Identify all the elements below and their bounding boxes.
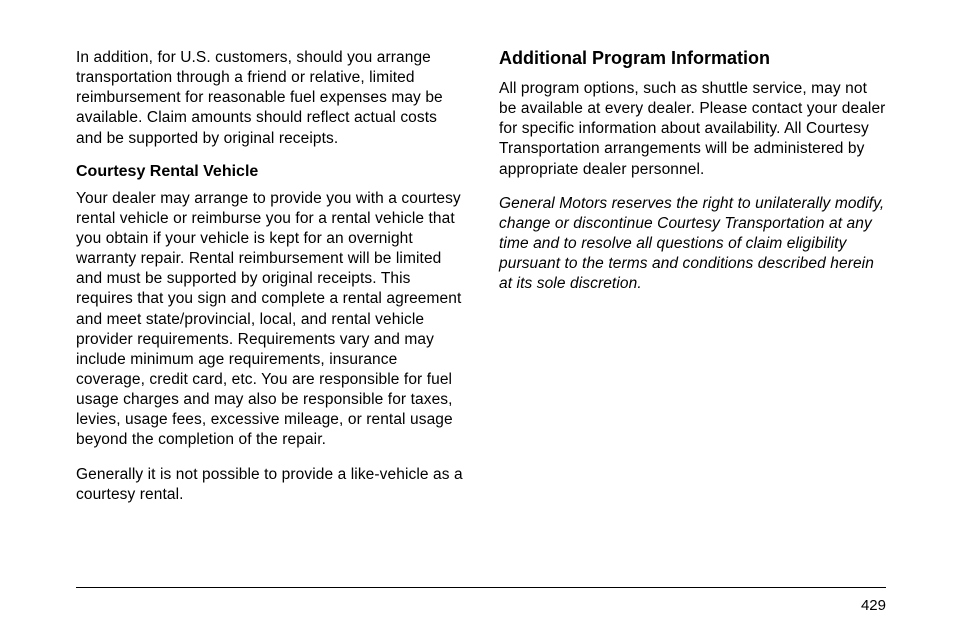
courtesy-rental-body-2: Generally it is not possible to provide … [76,465,463,505]
courtesy-rental-body-1: Your dealer may arrange to provide you w… [76,189,463,451]
intro-paragraph: In addition, for U.S. customers, should … [76,48,463,149]
additional-program-heading: Additional Program Information [499,48,886,69]
two-column-layout: In addition, for U.S. customers, should … [76,48,886,519]
disclaimer-italic: General Motors reserves the right to uni… [499,194,886,295]
courtesy-rental-heading: Courtesy Rental Vehicle [76,163,463,181]
additional-program-body: All program options, such as shuttle ser… [499,79,886,180]
left-column: In addition, for U.S. customers, should … [76,48,463,519]
page-number: 429 [861,597,886,614]
footer-rule [76,587,886,588]
right-column: Additional Program Information All progr… [499,48,886,519]
